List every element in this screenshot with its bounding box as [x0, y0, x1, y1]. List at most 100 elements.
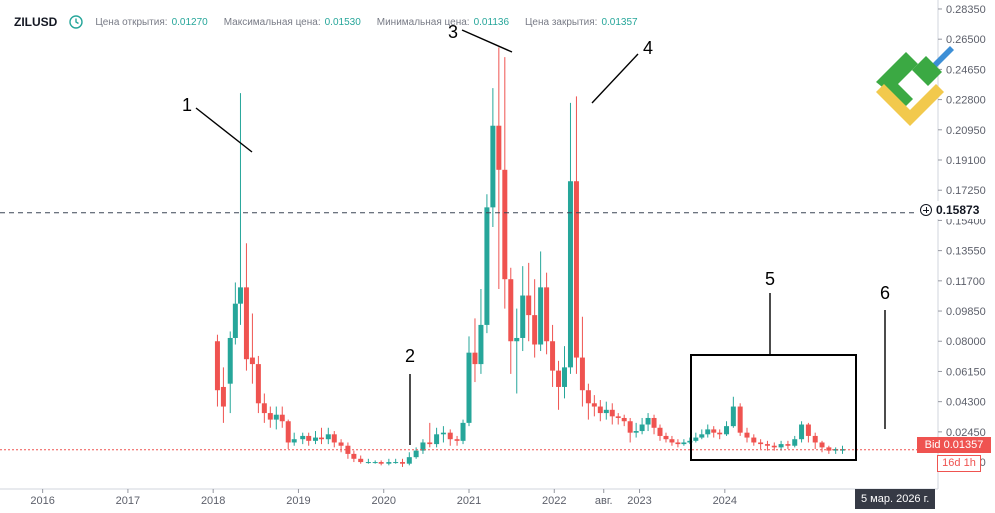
x-tick-label: 2022 — [542, 495, 566, 507]
candle-body — [771, 445, 777, 448]
candle-body — [220, 386, 226, 407]
candle-body — [591, 403, 597, 407]
x-tick-label: 2021 — [457, 495, 481, 507]
candle-body — [556, 370, 562, 387]
candle-body — [420, 442, 426, 451]
candle-body — [585, 390, 591, 404]
candle-body — [579, 357, 585, 391]
candle-body — [325, 434, 331, 440]
candle-body — [562, 367, 568, 387]
candle-body — [812, 435, 818, 443]
candle-body — [393, 462, 399, 464]
y-tick-label: 0.13550 — [946, 246, 986, 258]
crosshair-price-label: 0.15873 — [917, 201, 991, 219]
candle-body — [399, 462, 405, 464]
candle-body — [675, 442, 681, 445]
ohlc-header: ZILUSD Цена открытия: 0.01270 Максимальн… — [14, 14, 654, 30]
plus-circle-icon[interactable] — [920, 204, 932, 216]
candle-body — [705, 429, 711, 435]
annotation-label: 1 — [182, 95, 192, 115]
clock-icon[interactable] — [69, 15, 84, 29]
candle-body — [657, 427, 663, 436]
candle-body — [406, 457, 412, 464]
candle-body — [609, 409, 615, 417]
annotation-label: 2 — [405, 346, 415, 366]
candle-body — [711, 429, 717, 433]
candle-body — [532, 315, 538, 345]
candle-body — [663, 435, 669, 440]
y-tick-label: 0.17250 — [946, 185, 986, 197]
candle-body — [365, 462, 371, 464]
candle-body — [573, 181, 579, 358]
y-tick-label: 0.28350 — [946, 4, 986, 16]
candle-body — [514, 337, 520, 342]
high-value: 0.01530 — [324, 16, 361, 28]
candle-body — [826, 447, 832, 451]
x-tick-label: 2024 — [713, 495, 737, 507]
candle-body — [639, 424, 645, 432]
close-value: 0.01357 — [601, 16, 638, 28]
candle-body — [792, 439, 798, 446]
candle-body — [805, 424, 811, 436]
candle-body — [279, 414, 285, 422]
candle-body — [520, 295, 526, 338]
candle-body — [799, 424, 805, 440]
candle-body — [544, 287, 550, 342]
candle-body — [227, 337, 233, 384]
candle-body — [567, 181, 573, 368]
candle-body — [496, 125, 502, 170]
candle-body — [232, 303, 238, 338]
candle-body — [538, 287, 544, 345]
candle-body — [621, 417, 627, 422]
candle-body — [306, 435, 312, 441]
candle-body — [237, 287, 243, 304]
x-tick-label: 2017 — [116, 495, 140, 507]
candle-body — [372, 462, 378, 464]
candle-body — [338, 442, 344, 446]
candle-body — [472, 352, 478, 365]
candle-body — [466, 352, 472, 423]
y-tick-label: 0.24650 — [946, 64, 986, 76]
annotation-pointer — [461, 29, 513, 53]
candle-body — [243, 287, 249, 360]
candle-body — [693, 437, 699, 441]
candle-body — [273, 414, 279, 420]
candle-body — [386, 462, 392, 464]
candle-body — [633, 431, 639, 433]
candle-body — [687, 440, 693, 443]
candle-body — [764, 444, 770, 446]
candle-body — [261, 403, 267, 414]
candle-body — [214, 341, 220, 391]
candle-body — [615, 416, 621, 418]
annotation-label: 4 — [643, 38, 653, 58]
annotation-label: 5 — [765, 269, 775, 289]
candle-body — [318, 437, 324, 440]
crosshair-value: 0.15873 — [936, 203, 980, 217]
bid-price-label: Bid 0.01357 — [917, 437, 991, 453]
candle-body — [508, 279, 514, 342]
candle-body — [785, 444, 791, 446]
candle-body — [249, 357, 255, 365]
low-value: 0.01136 — [473, 16, 509, 28]
open-value: 0.01270 — [171, 16, 208, 28]
low-label: Минимальная цена: — [376, 16, 470, 28]
close-label: Цена закрытия: — [525, 16, 598, 28]
high-label: Максимальная цена: — [223, 16, 321, 28]
candle-body — [267, 413, 273, 420]
current-date-label: 5 мар. 2026 г. — [855, 489, 936, 509]
candle-body — [717, 432, 723, 435]
candle-body — [255, 364, 261, 404]
candle-body — [300, 435, 306, 440]
symbol-label[interactable]: ZILUSD — [14, 15, 58, 29]
candle-body — [413, 450, 419, 458]
annotation-box — [690, 354, 857, 461]
annotation-pointer — [591, 53, 639, 104]
candle-body — [454, 439, 460, 441]
x-tick-label: 2020 — [371, 495, 395, 507]
candle-body — [597, 406, 603, 414]
candle-body — [313, 437, 319, 441]
y-tick-label: 0.09850 — [946, 306, 986, 318]
candle-body — [778, 444, 784, 448]
candle-body — [291, 439, 297, 443]
